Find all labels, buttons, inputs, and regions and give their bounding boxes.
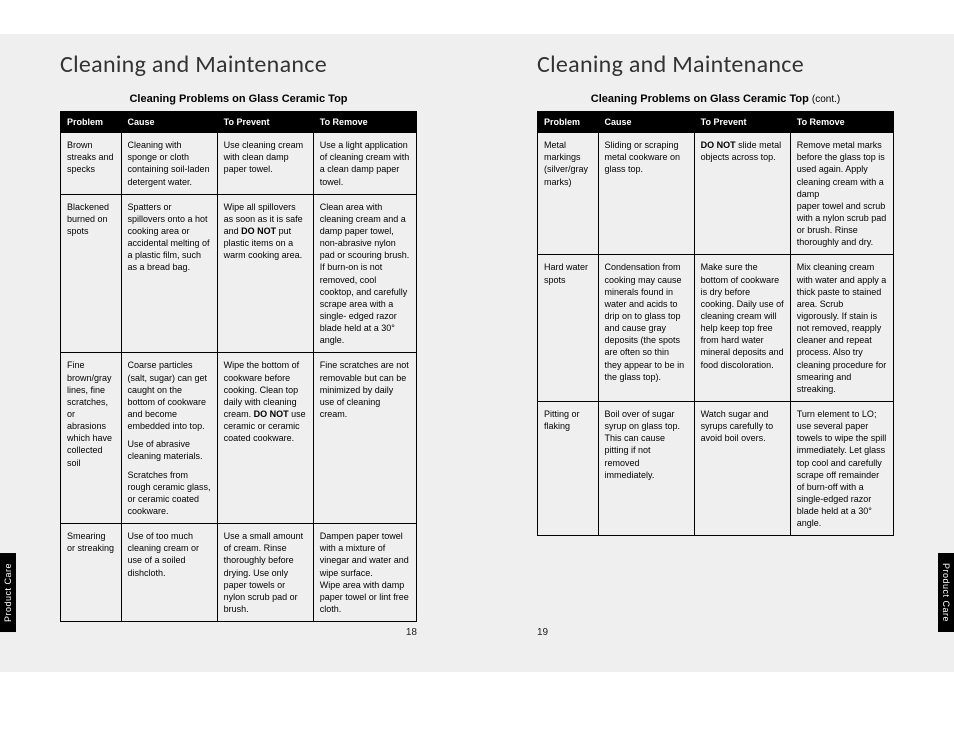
cell-cause: Cleaning with sponge or cloth containing… [121,133,217,195]
cell-remove: Turn element to LO; use several paper to… [790,401,893,535]
page-number: 18 [406,627,417,638]
cell-problem: Blackened burned on spots [61,194,122,353]
col-remove: To Remove [790,112,893,133]
page-title: Cleaning and Maintenance [537,50,894,79]
page-left: Cleaning and Maintenance Cleaning Proble… [0,42,477,642]
problems-table-left: Problem Cause To Prevent To Remove Brown… [60,111,417,622]
page-number: 19 [537,627,548,638]
cell-remove: Use a light application of cleaning crea… [313,133,416,195]
cause-paragraph: Coarse particles (salt, sugar) can get c… [128,359,211,432]
table-header-row: Problem Cause To Prevent To Remove [61,112,417,133]
cell-prevent: DO NOT slide metal objects across top. [694,133,790,255]
cell-problem: Metal markings (silver/gray marks) [538,133,599,255]
page-right: Cleaning and Maintenance Cleaning Proble… [477,42,954,642]
table-row: Brown streaks and specksCleaning with sp… [61,133,417,195]
cell-cause: Condensation from cooking may cause mine… [598,255,694,402]
col-cause: Cause [598,112,694,133]
subheading-text: Cleaning Problems on Glass Ceramic Top [591,93,809,105]
col-prevent: To Prevent [694,112,790,133]
page-title: Cleaning and Maintenance [60,50,417,79]
bottom-margin [0,672,954,690]
col-cause: Cause [121,112,217,133]
cause-paragraph: Boil over of sugar syrup on glass top. T… [605,408,688,481]
cell-prevent: Wipe all spillovers as soon as it is saf… [217,194,313,353]
table-subheading: Cleaning Problems on Glass Ceramic Top (… [537,93,894,105]
cell-cause: Coarse particles (salt, sugar) can get c… [121,353,217,524]
cell-prevent: Use a small amount of cream. Rinse thoro… [217,524,313,622]
table-row: Pitting or flakingBoil over of sugar syr… [538,401,894,535]
col-prevent: To Prevent [217,112,313,133]
cell-problem: Pitting or flaking [538,401,599,535]
cell-remove: Clean area with cleaning cream and a dam… [313,194,416,353]
table-subheading: Cleaning Problems on Glass Ceramic Top [60,93,417,105]
cell-cause: Use of too much cleaning cream or use of… [121,524,217,622]
cell-problem: Hard water spots [538,255,599,402]
cause-paragraph: Use of too much cleaning cream or use of… [128,530,211,579]
cell-cause: Sliding or scraping metal cookware on gl… [598,133,694,255]
col-remove: To Remove [313,112,416,133]
problems-table-right: Problem Cause To Prevent To Remove Metal… [537,111,894,536]
cause-paragraph: Cleaning with sponge or cloth containing… [128,139,211,188]
table-row: Smearing or streakingUse of too much cle… [61,524,417,622]
table-row: Hard water spotsCondensation from cookin… [538,255,894,402]
col-problem: Problem [538,112,599,133]
cell-prevent: Make sure the bottom of cookware is dry … [694,255,790,402]
cell-cause: Boil over of sugar syrup on glass top. T… [598,401,694,535]
cell-remove: Mix cleaning cream with water and apply … [790,255,893,402]
cell-remove: Dampen paper towel with a mixture of vin… [313,524,416,622]
table-row: Metal markings (silver/gray marks)Slidin… [538,133,894,255]
cell-problem: Smearing or streaking [61,524,122,622]
cause-paragraph: Sliding or scraping metal cookware on gl… [605,139,688,175]
cell-remove: Fine scratches are not removable but can… [313,353,416,524]
subheading-cont: (cont.) [812,94,840,105]
cell-prevent: Watch sugar and syrups carefully to avoi… [694,401,790,535]
top-margin [0,0,954,34]
cell-prevent: Use cleaning cream with clean damp paper… [217,133,313,195]
cell-prevent: Wipe the bottom of cookware before cooki… [217,353,313,524]
col-problem: Problem [61,112,122,133]
table-row: Fine brown/gray lines, fine scratches, o… [61,353,417,524]
cell-problem: Brown streaks and specks [61,133,122,195]
document-spread: Product Care Product Care Cleaning and M… [0,34,954,672]
cause-paragraph: Condensation from cooking may cause mine… [605,261,688,382]
cell-remove: Remove metal marks before the glass top … [790,133,893,255]
cause-paragraph: Use of abrasive cleaning materials. [128,438,211,462]
table-header-row: Problem Cause To Prevent To Remove [538,112,894,133]
table-row: Blackened burned on spotsSpatters or spi… [61,194,417,353]
cause-paragraph: Spatters or spillovers onto a hot cookin… [128,201,211,274]
cell-cause: Spatters or spillovers onto a hot cookin… [121,194,217,353]
cause-paragraph: Scratches from rough ceramic glass, or c… [128,469,211,518]
cell-problem: Fine brown/gray lines, fine scratches, o… [61,353,122,524]
